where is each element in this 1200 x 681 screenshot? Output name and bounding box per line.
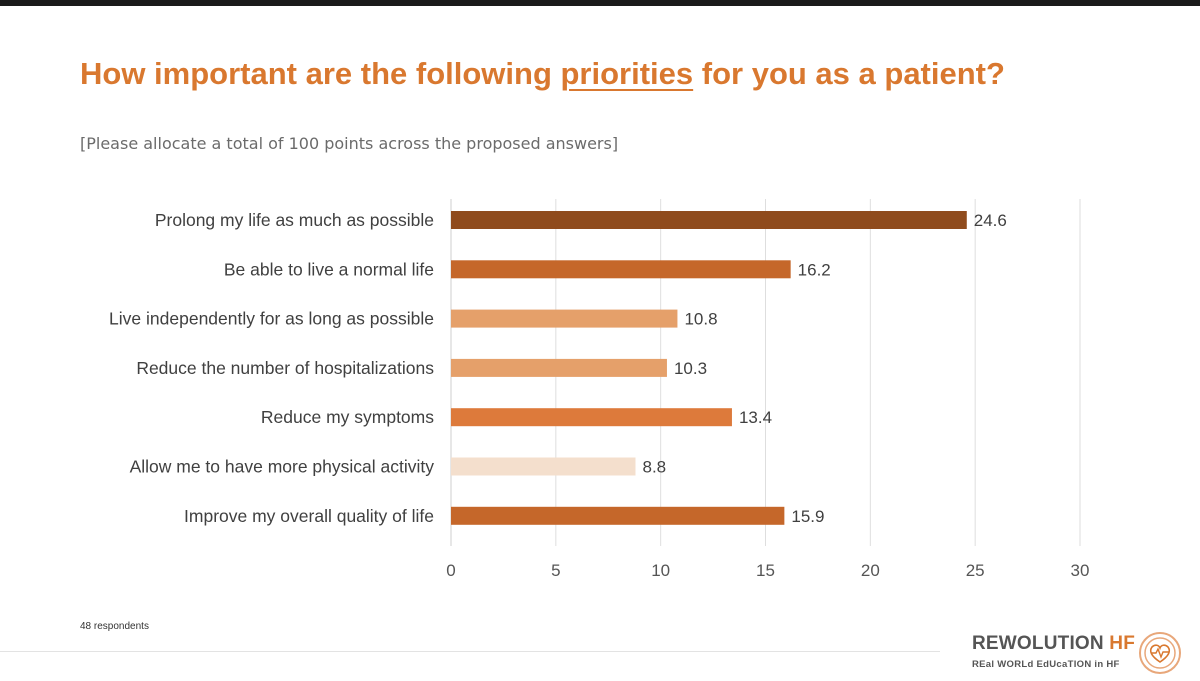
bar [451, 506, 785, 525]
category-label: Live independently for as long as possib… [109, 309, 434, 329]
bar [451, 260, 791, 279]
value-label: 13.4 [739, 408, 772, 427]
heart-pulse-icon [1139, 632, 1181, 674]
value-label: 15.9 [791, 507, 824, 526]
logo-wordmark: REWOLUTION HF [972, 633, 1135, 655]
respondents-note: 48 respondents [80, 621, 149, 632]
logo-wordmark-main: REWOLUTION [972, 633, 1110, 654]
category-label: Allow me to have more physical activity [130, 457, 435, 477]
value-label: 16.2 [798, 260, 831, 279]
chart-bars [451, 211, 967, 525]
bar [451, 457, 636, 476]
title-text-start: How important are the following [80, 56, 561, 91]
rewolution-hf-logo: REWOLUTION HF REal WORLd EdUcaTION in HF [972, 631, 1188, 679]
title-highlight: priorities [560, 56, 694, 91]
category-label: Improve my overall quality of life [184, 506, 434, 526]
footer-divider [0, 651, 940, 652]
value-label: 8.8 [643, 458, 667, 477]
x-tick-label: 0 [446, 561, 455, 580]
category-label: Be able to live a normal life [224, 259, 434, 279]
x-tick-label: 25 [966, 561, 985, 580]
value-label: 10.8 [684, 310, 717, 329]
x-tick-label: 20 [861, 561, 880, 580]
logo-tagline: REal WORLd EdUcaTION in HF [972, 659, 1120, 670]
x-tick-label: 15 [756, 561, 775, 580]
chart-labels: 0 5 10 15 20 25 30 Prolong my life as much as p… [109, 210, 1089, 580]
category-label: Reduce the number of hospitalizations [136, 358, 434, 378]
x-tick-label: 5 [551, 561, 560, 580]
bar-chart: 0 5 10 15 20 25 30 Prolong my life as much as p… [109, 199, 1089, 580]
bar [451, 309, 678, 328]
slide-title: How important are the following prioriti… [80, 56, 1005, 92]
title-text-end: for you as a patient? [693, 56, 1005, 91]
slide: How important are the following prioriti… [0, 6, 1200, 681]
bar [451, 211, 967, 229]
x-tick-label: 30 [1071, 561, 1090, 580]
value-label: 24.6 [974, 211, 1007, 230]
category-label: Prolong my life as much as possible [155, 210, 434, 230]
bar [451, 408, 732, 427]
x-tick-label: 10 [651, 561, 670, 580]
value-label: 10.3 [674, 359, 707, 378]
bar [451, 358, 667, 377]
slide-subtitle: [Please allocate a total of 100 points a… [80, 134, 619, 153]
category-label: Reduce my symptoms [261, 407, 434, 427]
logo-wordmark-hf: HF [1109, 633, 1136, 654]
